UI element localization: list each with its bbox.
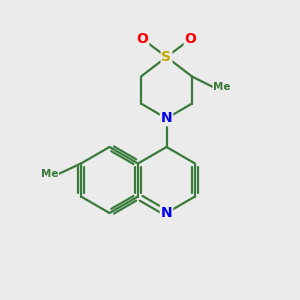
Text: Me: Me [213,82,231,92]
Text: N: N [161,206,172,220]
Text: Me: Me [41,169,58,179]
Text: O: O [136,32,148,46]
Text: O: O [184,32,196,46]
Text: N: N [161,112,172,125]
Text: S: S [161,50,172,64]
